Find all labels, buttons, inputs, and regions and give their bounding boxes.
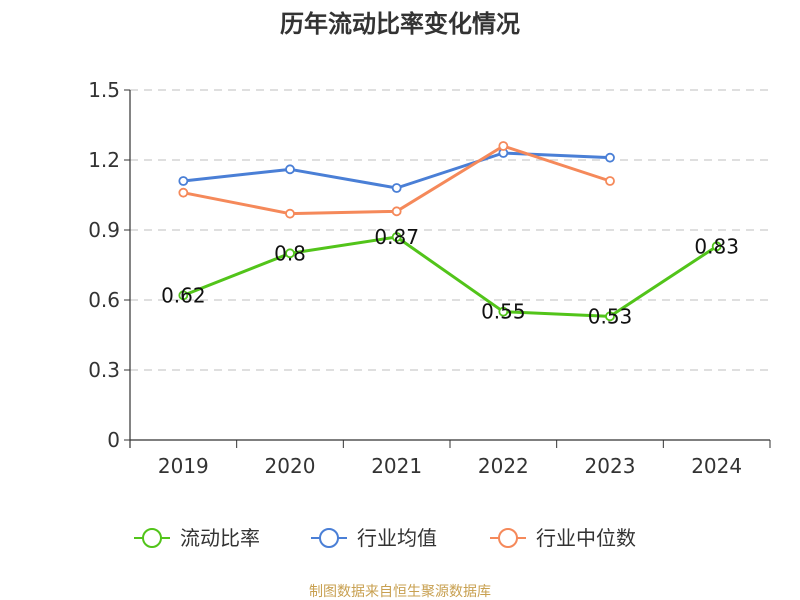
grid-lines xyxy=(130,89,770,371)
data-point xyxy=(711,241,722,252)
data-label: 0.62 xyxy=(161,283,206,307)
data-point xyxy=(605,311,615,322)
y-tick-label: 1.2 xyxy=(88,148,120,172)
legend-label: 行业中位数 xyxy=(536,526,636,550)
x-tick-label: 2024 xyxy=(691,454,742,478)
data-point xyxy=(285,248,295,259)
data-point xyxy=(498,306,509,317)
y-tick-label: 1.5 xyxy=(88,78,120,102)
legend-item-current-ratio[interactable]: 流动比率 xyxy=(134,526,260,550)
legend-swatch-marker xyxy=(142,528,162,548)
x-tick-label: 2020 xyxy=(265,454,316,478)
data-point xyxy=(178,176,189,186)
data-point xyxy=(285,164,295,175)
data-point xyxy=(391,183,402,193)
data-label: 0.83 xyxy=(694,234,739,258)
legend-label: 行业均值 xyxy=(357,526,437,550)
y-tick-label: 0.3 xyxy=(88,358,120,382)
data-point xyxy=(178,187,189,198)
y-tick-label: 0 xyxy=(107,428,120,452)
data-label: 0.55 xyxy=(481,300,526,324)
legend-swatch-marker xyxy=(319,528,339,548)
data-point xyxy=(391,206,402,217)
legend-label: 流动比率 xyxy=(180,526,260,550)
data-label: 0.53 xyxy=(588,304,633,328)
data-labels: 0.62 0.8 0.87 0.55 0.53 0.83 xyxy=(161,225,739,328)
data-label: 0.8 xyxy=(274,241,306,265)
source-note: 制图数据来自恒生聚源数据库 xyxy=(309,584,491,600)
data-point xyxy=(391,232,402,242)
x-tick-label: 2023 xyxy=(585,454,636,478)
x-tick-label: 2019 xyxy=(158,454,209,478)
y-tick-label: 0.9 xyxy=(88,218,120,242)
data-point xyxy=(178,290,189,301)
legend-item-industry-median[interactable]: 行业中位数 xyxy=(490,526,636,550)
data-point xyxy=(498,141,509,151)
series-layer xyxy=(178,141,722,322)
series-line xyxy=(183,151,611,190)
data-point xyxy=(605,152,615,163)
legend-swatch-marker xyxy=(498,528,518,548)
legend-item-industry-mean[interactable]: 行业均值 xyxy=(311,526,437,550)
x-tick-label: 2022 xyxy=(478,454,529,478)
legend: 流动比率 行业均值 行业中位数 xyxy=(134,526,636,550)
x-tick-label: 2021 xyxy=(371,454,422,478)
data-label: 0.87 xyxy=(374,225,419,249)
y-tick-label: 0.6 xyxy=(88,288,120,312)
data-point xyxy=(285,208,295,219)
data-point xyxy=(605,176,615,186)
chart-title: 历年流动比率变化情况 xyxy=(280,10,520,38)
series-line xyxy=(182,235,718,318)
axes: 0 0.3 0.6 0.9 1.2 1.5 2019 2020 2021 2022 2023 2024 xyxy=(88,78,771,478)
